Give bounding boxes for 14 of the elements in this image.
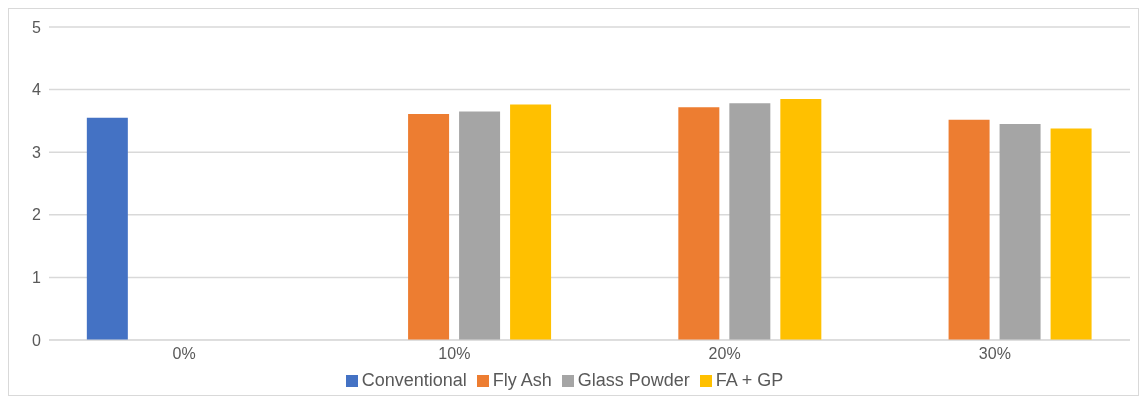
y-tick-label: 4 xyxy=(32,81,42,99)
x-tick-label: 30% xyxy=(978,345,1011,363)
legend-label: Conventional xyxy=(361,370,467,390)
y-tick-label: 3 xyxy=(32,143,42,161)
x-tick-label: 20% xyxy=(708,345,741,363)
y-tick-label: 1 xyxy=(32,269,42,287)
legend-label: Fly Ash xyxy=(492,370,552,390)
y-tick-label: 2 xyxy=(32,206,42,224)
x-tick-label: 10% xyxy=(438,345,471,363)
y-tick-label: 5 xyxy=(32,18,42,36)
legend-label: Glass Powder xyxy=(577,370,690,390)
x-tick-label: 0% xyxy=(172,345,196,363)
y-tick-label: 0 xyxy=(32,331,42,349)
legend-label: FA + GP xyxy=(715,370,784,390)
